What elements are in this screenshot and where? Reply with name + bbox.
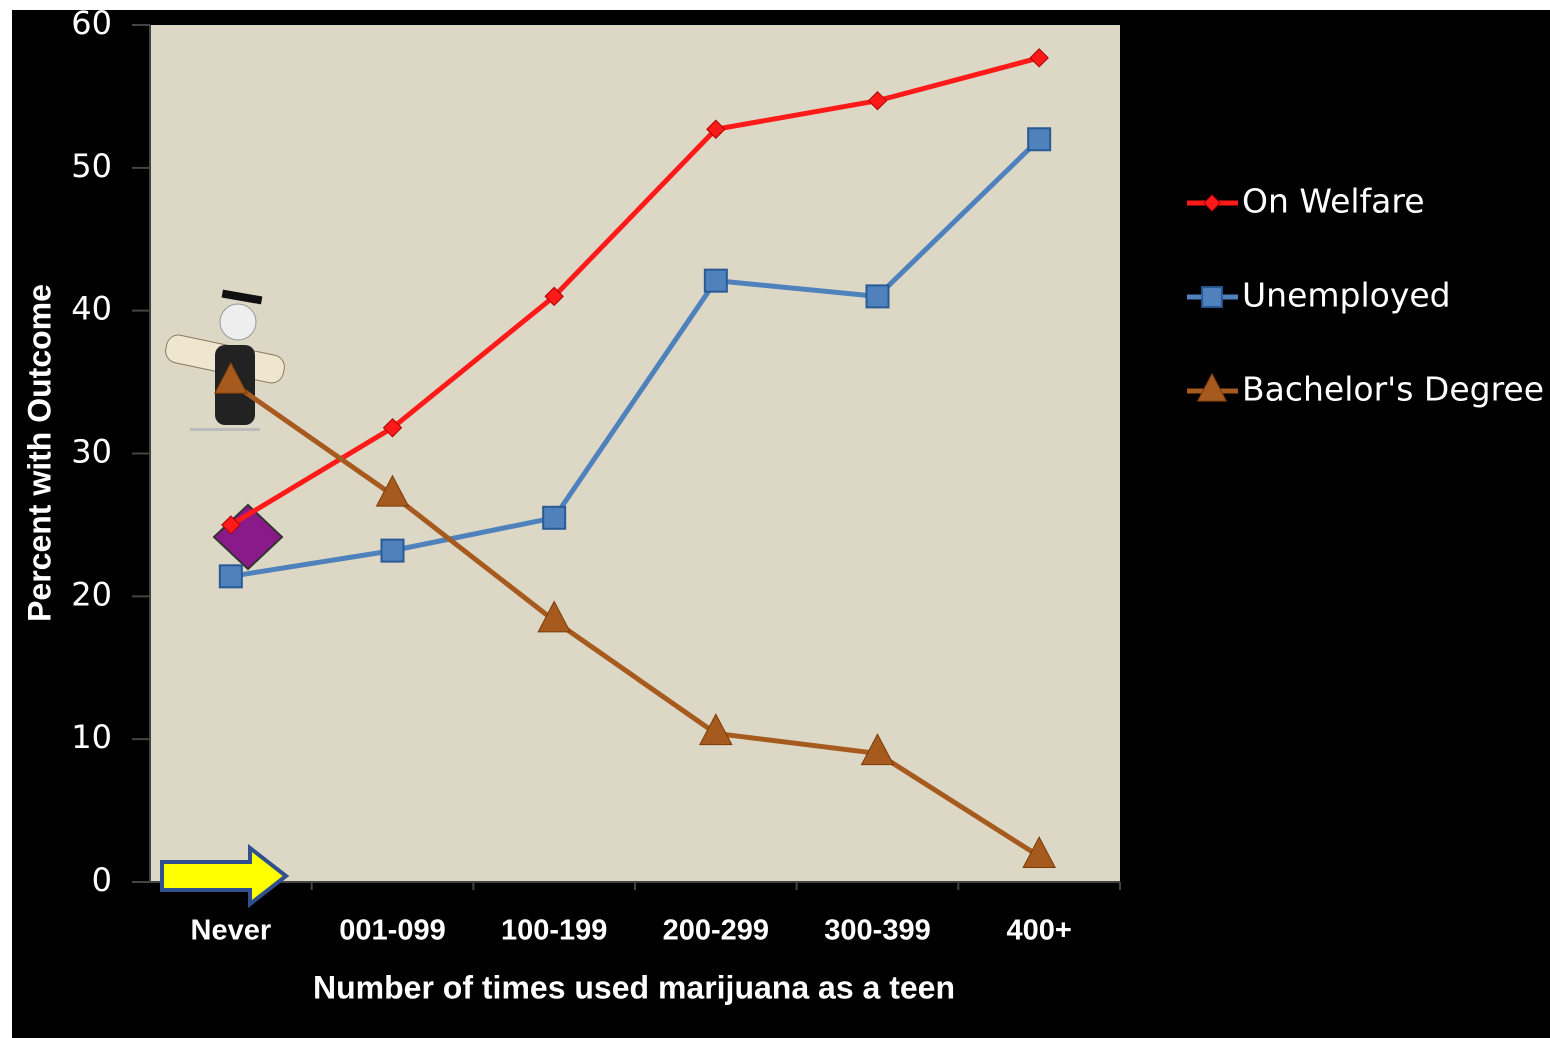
legend-label: Bachelor's Degree <box>1242 370 1544 409</box>
graduate-figure <box>165 289 285 431</box>
marker <box>1196 372 1228 402</box>
x-tick-label: 100-199 <box>501 915 607 947</box>
marker <box>544 286 564 307</box>
marker <box>1022 836 1056 868</box>
marker <box>1029 48 1049 68</box>
y-axis-title: Percent with Outcome <box>21 284 57 622</box>
marker <box>214 361 248 394</box>
marker <box>699 713 733 746</box>
marker <box>860 733 895 766</box>
marker <box>867 90 888 111</box>
marker <box>706 119 726 139</box>
marker <box>537 600 571 633</box>
x-tick-label: 001-099 <box>339 915 445 947</box>
decoration-arrow <box>160 843 290 909</box>
y-tick-label: 0 <box>92 861 112 899</box>
marker <box>380 538 405 563</box>
marker <box>382 418 403 438</box>
series-line <box>229 380 1041 859</box>
y-tick-label: 60 <box>71 4 112 42</box>
x-tick-label: 300-399 <box>824 915 930 947</box>
plot-area <box>150 25 1120 882</box>
series-line <box>230 137 1041 579</box>
marker <box>865 284 890 309</box>
marker <box>221 515 241 535</box>
y-tick-label: 30 <box>71 433 112 471</box>
marker <box>542 505 567 530</box>
x-tick-label: 200-299 <box>663 915 769 947</box>
y-tick-label: 50 <box>71 147 112 185</box>
marker <box>1027 127 1052 152</box>
x-tick-label: 400+ <box>1007 915 1072 947</box>
marker <box>703 268 728 293</box>
legend-label: On Welfare <box>1242 182 1425 221</box>
marker <box>1203 194 1221 212</box>
x-axis-title: Number of times used marijuana as a teen <box>313 969 955 1005</box>
marker <box>375 474 410 507</box>
y-tick-label: 20 <box>71 575 112 613</box>
series-line <box>229 55 1040 528</box>
x-tick-label: Never <box>191 915 272 947</box>
y-tick-label: 40 <box>71 290 112 328</box>
legend-label: Unemployed <box>1242 276 1451 315</box>
y-tick-label: 10 <box>71 718 112 756</box>
marker <box>1201 286 1223 308</box>
marker <box>218 564 243 589</box>
